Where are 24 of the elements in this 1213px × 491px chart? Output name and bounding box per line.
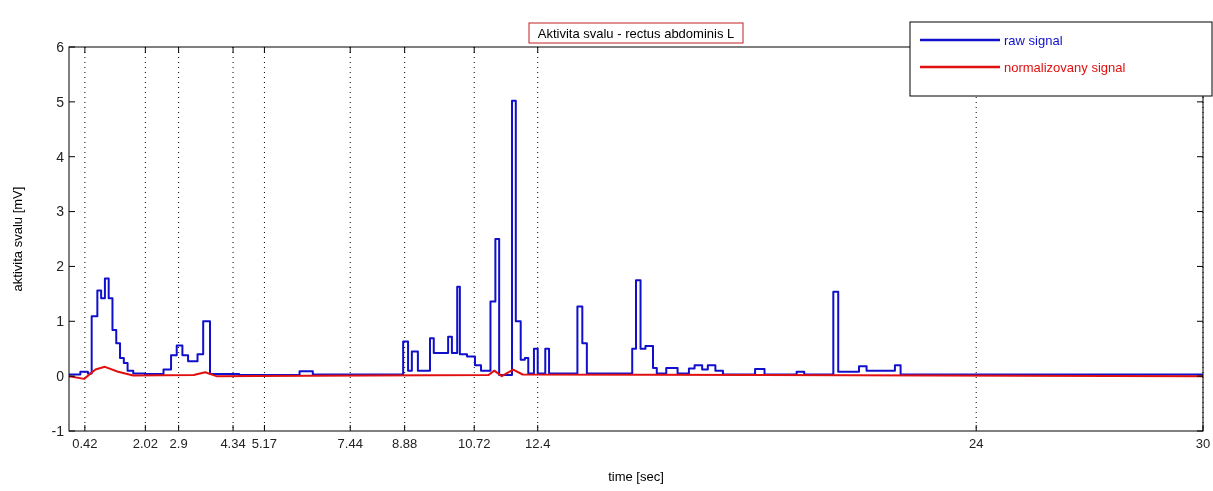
chart-title: Aktivita svalu - rectus abdominis L: [537, 26, 735, 41]
y-tick-label: 1: [56, 313, 65, 330]
x-tick-label: 4.34: [220, 436, 246, 451]
text: normalizovany signal: [1004, 59, 1126, 75]
x-tick-label: 30: [1195, 436, 1211, 451]
y-tick-label: 6: [56, 38, 65, 55]
y-tick-label: 2: [56, 258, 65, 275]
y-tick-label: 4: [56, 148, 65, 165]
y-tick-label: 3: [56, 203, 65, 220]
x-axis-title: time [sec]: [608, 469, 664, 484]
x-tick-label: 10.72: [457, 436, 491, 451]
text: raw signal: [1004, 32, 1063, 48]
x-tick-label: 0.42: [72, 436, 98, 451]
x-tick-label: 24: [968, 436, 984, 451]
x-tick-label: 2.02: [132, 436, 159, 451]
y-tick-label: 5: [56, 93, 65, 110]
x-tick-label: 5.17: [251, 436, 278, 451]
x-tick-label: 2.9: [169, 436, 188, 451]
x-tick-label: 12.4: [525, 436, 551, 451]
y-axis-title: aktivita svalu [mV]: [10, 186, 25, 292]
x-tick-label: 7.44: [337, 436, 363, 451]
y-tick-label: 0: [56, 368, 65, 385]
x-tick-label: 8.88: [392, 436, 418, 451]
y-tick-label: -1: [51, 422, 65, 439]
